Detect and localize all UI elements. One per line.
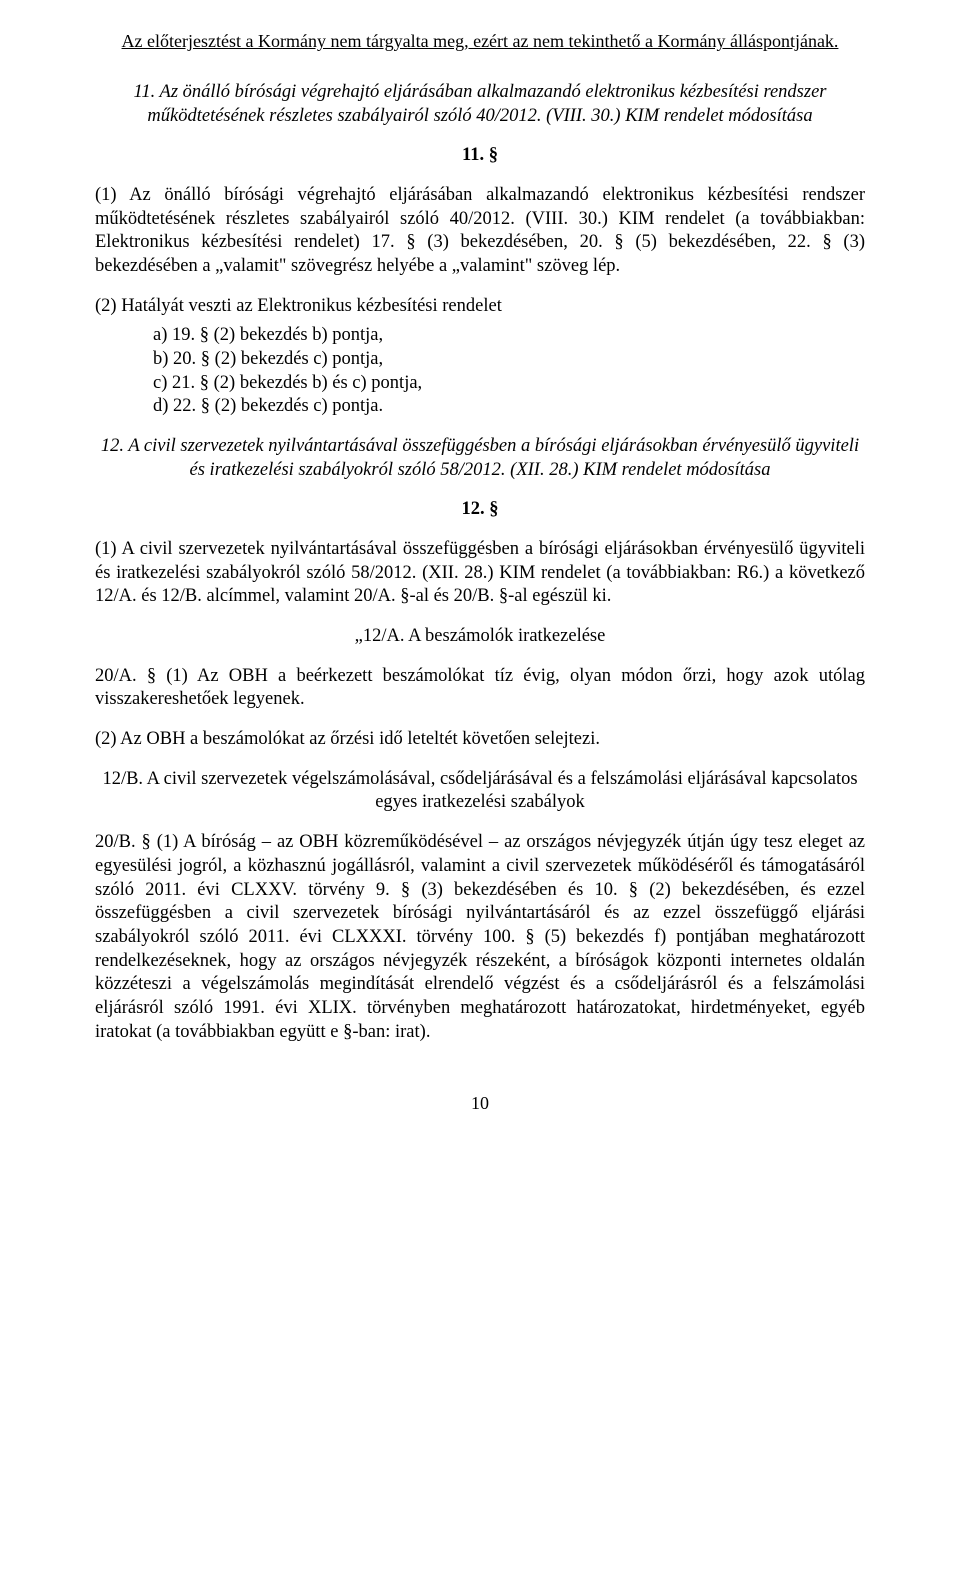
section-12-number: 12. §	[95, 498, 865, 522]
list-item: a) 19. § (2) bekezdés b) pontja,	[153, 324, 865, 348]
header-note: Az előterjesztést a Kormány nem tárgyalt…	[95, 30, 865, 53]
section-11-title: 11. Az önálló bírósági végrehajtó eljárá…	[95, 81, 865, 128]
page-number: 10	[95, 1092, 865, 1115]
section-11-list: a) 19. § (2) bekezdés b) pontja, b) 20. …	[95, 324, 865, 419]
document-page: Az előterjesztést a Kormány nem tárgyalt…	[0, 0, 960, 1155]
subheading-12b: 12/B. A civil szervezetek végelszámolásá…	[95, 768, 865, 815]
section-12-paragraph-1: (1) A civil szervezetek nyilvántartásáva…	[95, 538, 865, 609]
list-item: c) 21. § (2) bekezdés b) és c) pontja,	[153, 372, 865, 396]
section-20a-paragraph-1: 20/A. § (1) Az OBH a beérkezett beszámol…	[95, 665, 865, 712]
section-11-paragraph-1: (1) Az önálló bírósági végrehajtó eljárá…	[95, 184, 865, 279]
list-item: d) 22. § (2) bekezdés c) pontja.	[153, 395, 865, 419]
list-item: b) 20. § (2) bekezdés c) pontja,	[153, 348, 865, 372]
section-20a-paragraph-2: (2) Az OBH a beszámolókat az őrzési idő …	[95, 728, 865, 752]
subheading-12a: „12/A. A beszámolók iratkezelése	[95, 625, 865, 649]
section-11-number: 11. §	[95, 144, 865, 168]
section-12-title: 12. A civil szervezetek nyilvántartásáva…	[95, 435, 865, 482]
section-11-paragraph-2: (2) Hatályát veszti az Elektronikus kézb…	[95, 295, 865, 319]
section-20b-paragraph-1: 20/B. § (1) A bíróság – az OBH közreműkö…	[95, 831, 865, 1044]
